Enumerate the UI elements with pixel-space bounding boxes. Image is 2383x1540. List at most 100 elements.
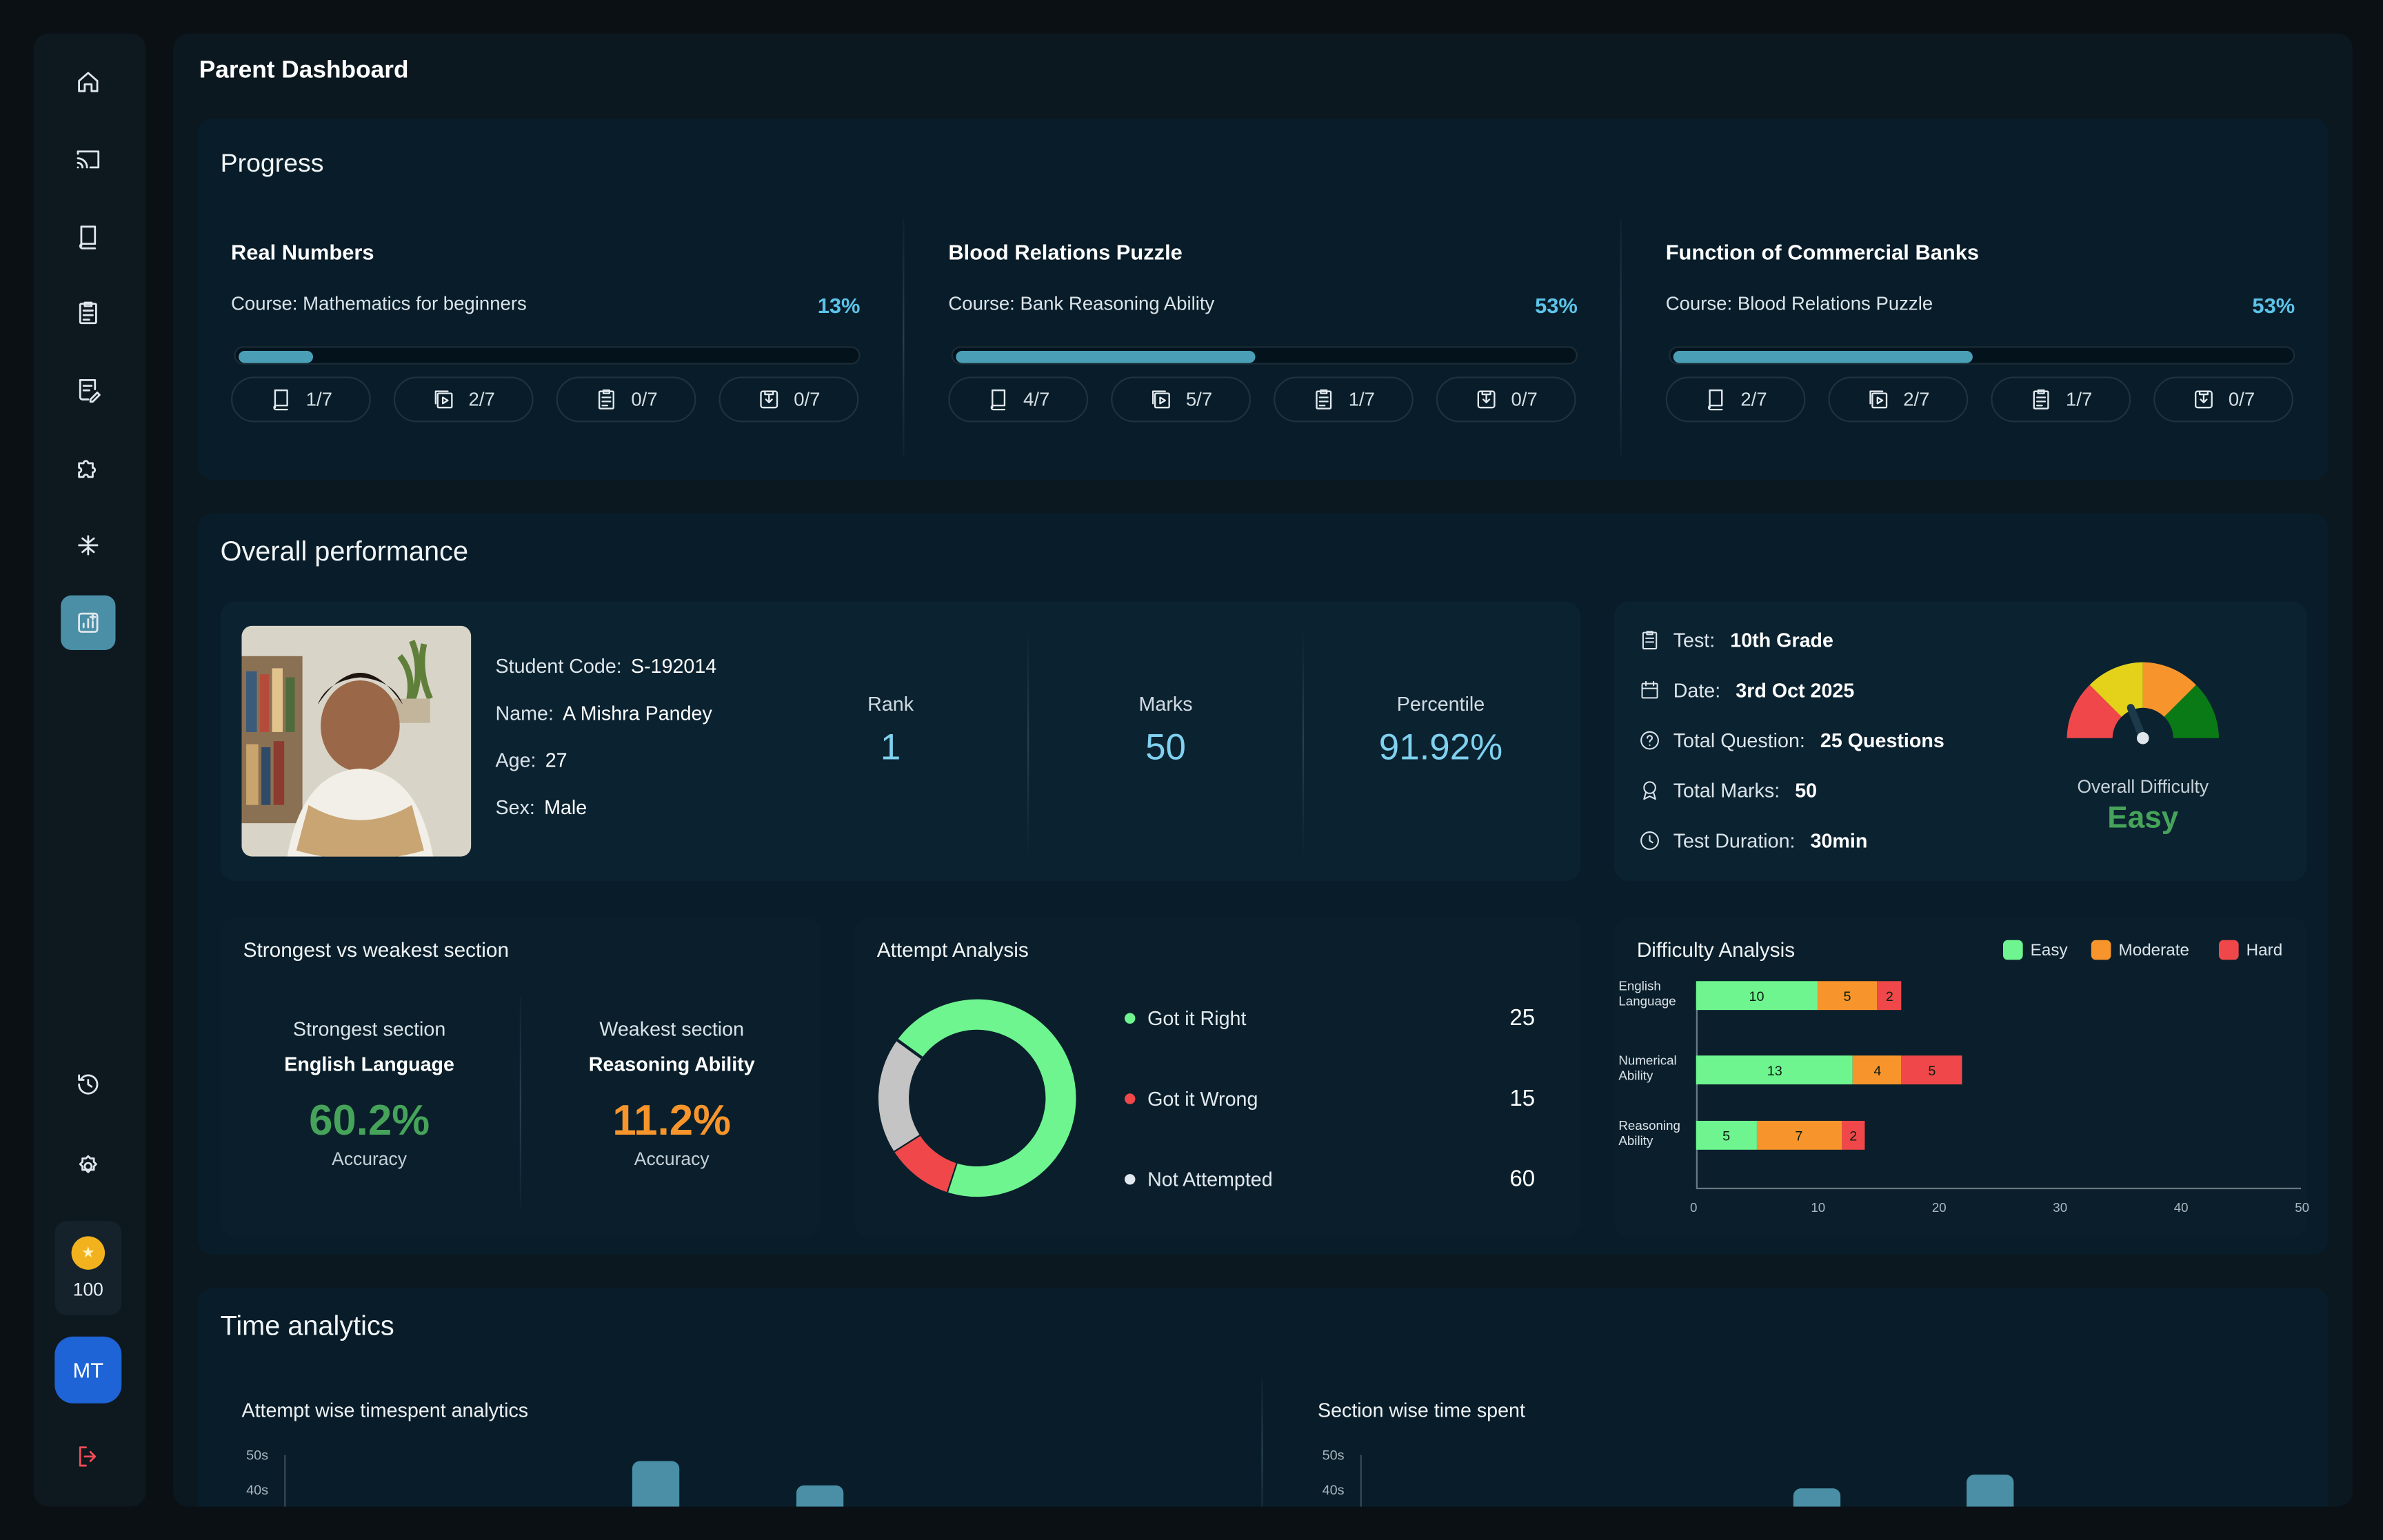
divider bbox=[1261, 1379, 1263, 1507]
progress-bar-fill bbox=[239, 350, 314, 363]
attempt-donut-chart bbox=[878, 999, 1076, 1197]
book-icon bbox=[274, 389, 289, 411]
home-icon[interactable] bbox=[61, 54, 115, 109]
tests-chip[interactable]: 1/7 bbox=[1274, 376, 1414, 423]
videos-chip[interactable]: 2/7 bbox=[393, 376, 534, 423]
chip-count: 2/7 bbox=[468, 389, 495, 410]
progress-item[interactable]: Blood Relations Puzzle Course: Bank Reas… bbox=[948, 210, 1578, 437]
stat-label: Marks bbox=[1138, 692, 1193, 716]
bar-segment: 5 bbox=[1902, 1055, 1962, 1085]
cast-icon[interactable] bbox=[61, 132, 115, 187]
progress-item[interactable]: Function of Commercial Banks Course: Blo… bbox=[1665, 210, 2295, 437]
chip-count: 0/7 bbox=[2228, 389, 2255, 410]
stat-value: 1 bbox=[880, 727, 901, 769]
total-question-row: Total Question: 25 Questions bbox=[1638, 729, 1944, 752]
stat-label: Rank bbox=[867, 692, 914, 716]
time-analytics-card: Time analytics Attempt wise timespent an… bbox=[197, 1288, 2329, 1507]
avatar[interactable]: MT bbox=[54, 1336, 122, 1404]
student-sex: Sex: Male bbox=[496, 796, 587, 818]
divider bbox=[1027, 629, 1029, 857]
attempt-row-unattempted: Not Attempted 60 bbox=[1125, 1166, 1536, 1193]
y-tick: 50s bbox=[1322, 1447, 1345, 1463]
label: Total Marks: bbox=[1673, 779, 1780, 802]
overall-performance-card: Overall performance Student Code: S-19201… bbox=[197, 513, 2329, 1255]
x-tick-label: 10 bbox=[1811, 1199, 1826, 1215]
donut-slice bbox=[878, 1040, 923, 1151]
section-name: English Language bbox=[284, 1052, 454, 1075]
brain-icon[interactable] bbox=[61, 518, 115, 572]
test-row: Test: 10th Grade bbox=[1638, 629, 1833, 651]
overall-title: Overall performance bbox=[220, 536, 469, 567]
analytics-icon[interactable] bbox=[61, 595, 116, 650]
videos-chip[interactable]: 2/7 bbox=[1828, 376, 1969, 423]
x-tick-label: 20 bbox=[1931, 1199, 1947, 1215]
progress-item[interactable]: Real Numbers Course: Mathematics for beg… bbox=[231, 210, 861, 437]
time-analytics-title: Time analytics bbox=[220, 1310, 394, 1341]
edit-list-icon[interactable] bbox=[61, 363, 115, 418]
chip-count: 0/7 bbox=[794, 389, 821, 410]
progress-bar-fill bbox=[956, 350, 1256, 363]
legend-easy: Easy bbox=[2003, 940, 2068, 960]
lessons-chip[interactable]: 1/7 bbox=[231, 376, 371, 423]
value: 30min bbox=[1810, 829, 1868, 852]
progress-item-title: Function of Commercial Banks bbox=[1665, 240, 1980, 265]
weakest-section: Weakest section Reasoning Ability 11.2% … bbox=[523, 1017, 821, 1169]
tests-chip[interactable]: 1/7 bbox=[1991, 376, 2131, 423]
row-value: 15 bbox=[1509, 1086, 1536, 1112]
value: 10th Grade bbox=[1730, 629, 1834, 652]
value: Male bbox=[544, 796, 587, 819]
downloads-chip[interactable]: 0/7 bbox=[2153, 376, 2293, 423]
progress-item-title: Blood Relations Puzzle bbox=[948, 240, 1183, 265]
legend-label: Hard bbox=[2246, 940, 2283, 960]
chip-count: 1/7 bbox=[305, 389, 333, 410]
tests-chip[interactable]: 0/7 bbox=[556, 376, 696, 423]
strongest-section: Strongest section English Language 60.2%… bbox=[221, 1017, 519, 1169]
student-card: Student Code: S-192014 Name: A Mishra Pand… bbox=[220, 601, 1581, 881]
student-code: Student Code: S-192014 bbox=[496, 655, 717, 678]
y-tick: 40s bbox=[246, 1482, 269, 1498]
donut-slice bbox=[897, 999, 1076, 1197]
label: Date: bbox=[1673, 678, 1721, 702]
downloads-chip[interactable]: 0/7 bbox=[718, 376, 859, 423]
strong-weak-card: Strongest vs weakest section Strongest s… bbox=[220, 917, 821, 1237]
row-label: Got it Wrong bbox=[1147, 1087, 1258, 1111]
row-value: 25 bbox=[1509, 1005, 1536, 1031]
download-icon bbox=[760, 390, 778, 409]
label: Student Code: bbox=[495, 654, 622, 678]
book-icon[interactable] bbox=[61, 210, 115, 264]
clipboard-icon[interactable] bbox=[61, 285, 115, 340]
accuracy-label: Accuracy bbox=[332, 1148, 407, 1170]
gear-icon[interactable] bbox=[61, 1139, 115, 1193]
bar-segment: 5 bbox=[1817, 981, 1878, 1011]
difficulty-analysis-title: Difficulty Analysis bbox=[1636, 938, 1796, 962]
time-bar bbox=[632, 1461, 680, 1507]
download-icon bbox=[2195, 390, 2213, 409]
progress-bar bbox=[1669, 346, 2295, 365]
chip-count: 1/7 bbox=[1348, 389, 1376, 410]
download-icon bbox=[1478, 390, 1496, 409]
value: 3rd Oct 2025 bbox=[1736, 678, 1855, 702]
section-name: Reasoning Ability bbox=[588, 1052, 755, 1075]
lessons-chip[interactable]: 4/7 bbox=[948, 376, 1089, 423]
legend-moderate: Moderate bbox=[2091, 940, 2189, 960]
divider bbox=[1302, 629, 1305, 857]
row-label: Got it Right bbox=[1147, 1006, 1247, 1030]
progress-bar bbox=[234, 346, 861, 365]
logout-icon[interactable] bbox=[61, 1429, 115, 1483]
downloads-chip[interactable]: 0/7 bbox=[1436, 376, 1576, 423]
label: Test Duration: bbox=[1673, 829, 1796, 852]
puzzle-icon[interactable] bbox=[61, 440, 115, 495]
chip-count: 2/7 bbox=[1903, 389, 1930, 410]
video-icon bbox=[435, 390, 454, 409]
value: A Mishra Pandey bbox=[563, 701, 712, 725]
legend-label: Moderate bbox=[2118, 940, 2189, 960]
question-icon bbox=[1640, 731, 1659, 750]
coin-balance[interactable]: ★ 100 bbox=[54, 1221, 122, 1315]
lessons-chip[interactable]: 2/7 bbox=[1665, 376, 1806, 423]
marks-stat: Marks 50 bbox=[1029, 693, 1303, 770]
row-value: 60 bbox=[1509, 1166, 1536, 1193]
videos-chip[interactable]: 5/7 bbox=[1111, 376, 1251, 423]
divider bbox=[1620, 219, 1622, 456]
accuracy-value: 60.2% bbox=[309, 1096, 430, 1144]
history-icon[interactable] bbox=[61, 1057, 115, 1111]
